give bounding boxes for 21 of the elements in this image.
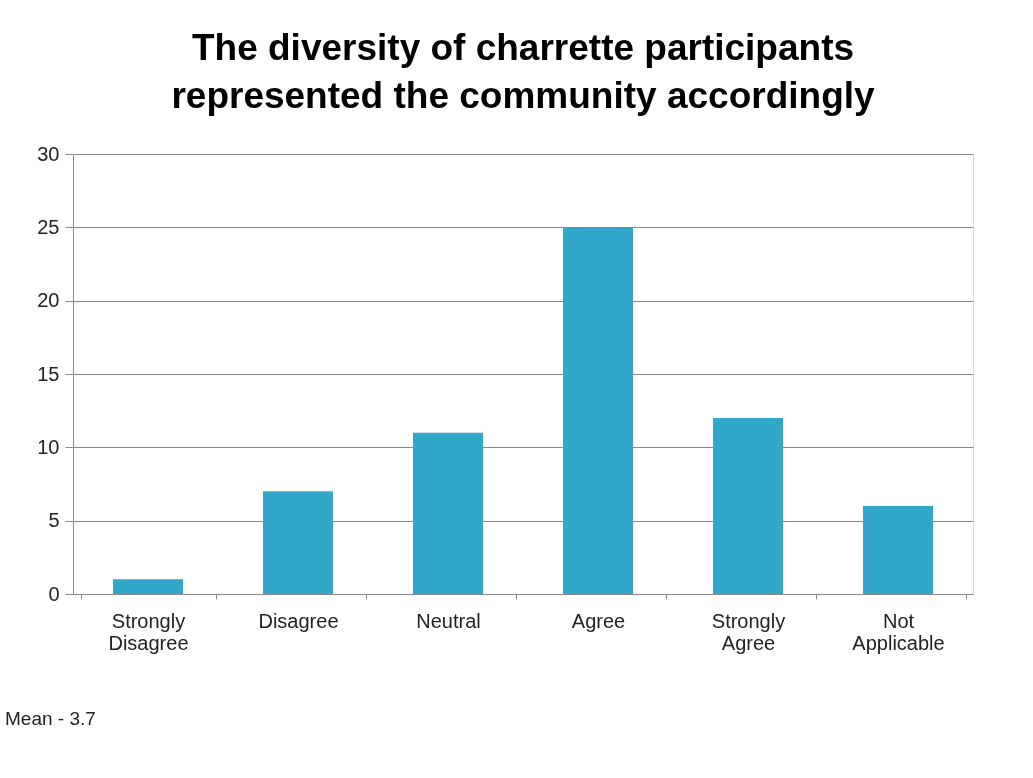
x-tick-label: Disagree xyxy=(258,609,339,632)
y-tick-label: 15 xyxy=(37,362,60,385)
chart-title: The diversity of charrette participants represented the community accordingly xyxy=(171,27,876,116)
bar xyxy=(863,506,933,594)
x-tick-label: Neutral xyxy=(416,609,481,632)
bar xyxy=(713,418,783,594)
y-tick-label: 25 xyxy=(37,215,60,238)
bar xyxy=(413,432,483,594)
y-tick-label: 30 xyxy=(37,142,60,165)
text: Mean - 3.7 xyxy=(5,708,96,729)
bar xyxy=(563,227,633,594)
y-tick-label: 5 xyxy=(48,509,60,532)
x-tick-label: Not Applicable xyxy=(852,609,945,654)
y-tick-label: 0 xyxy=(48,582,60,605)
x-tick-label: Strongly Disagree xyxy=(108,609,189,654)
bar xyxy=(263,491,333,594)
x-tick-label: Agree xyxy=(571,609,626,632)
y-tick-label: 20 xyxy=(37,289,60,312)
x-tick-label: Strongly Agree xyxy=(711,609,786,654)
y-tick-label: 10 xyxy=(37,435,60,458)
bar xyxy=(113,579,183,594)
